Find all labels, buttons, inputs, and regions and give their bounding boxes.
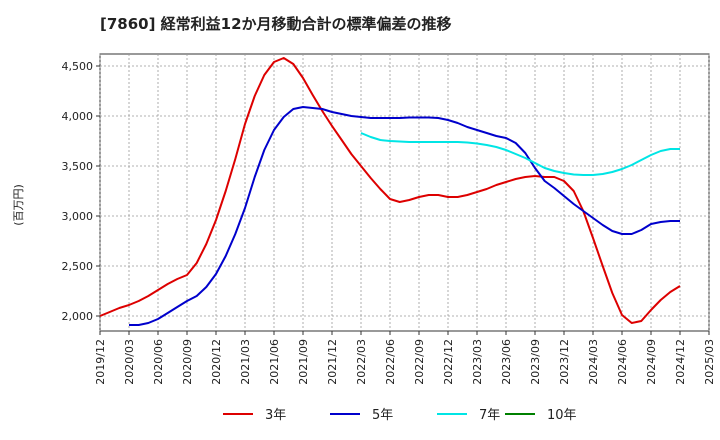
y-tick-label: 4,000 — [62, 110, 94, 123]
y-tick-label: 2,500 — [62, 260, 94, 273]
x-tick-label: 2022/12 — [442, 339, 455, 385]
y-tick-label: 4,500 — [62, 60, 94, 73]
x-tick-label: 2024/09 — [645, 339, 658, 385]
legend: 3年 5年 7年 10年 — [223, 408, 577, 423]
x-tick-label: 2023/06 — [500, 339, 513, 385]
x-tick-label: 2020/12 — [210, 339, 223, 385]
plot-area — [99, 53, 710, 332]
y-axis: 2,000 2,500 3,000 3,500 4,000 4,500 — [62, 60, 100, 323]
legend-label-2: 5年 — [372, 408, 393, 423]
y-tick-label: 3,000 — [62, 210, 94, 223]
x-tick-label: 2021/12 — [326, 339, 339, 385]
x-tick-label: 2024/12 — [674, 339, 687, 385]
x-tick-label: 2020/06 — [152, 339, 165, 385]
x-tick-label: 2021/03 — [239, 339, 252, 385]
x-tick-label: 2021/09 — [297, 339, 310, 385]
x-tick-label: 2024/03 — [587, 339, 600, 385]
x-tick-label: 2023/03 — [471, 339, 484, 385]
x-tick-label: 2020/03 — [123, 339, 136, 385]
x-tick-label: 2020/09 — [181, 339, 194, 385]
legend-label-3: 7年 — [479, 408, 500, 423]
y-axis-label: (百万円) — [12, 184, 25, 226]
x-tick-label: 2022/03 — [355, 339, 368, 385]
grid — [99, 54, 710, 331]
legend-label-1: 3年 — [265, 408, 286, 423]
x-tick-label: 2023/12 — [558, 339, 571, 385]
x-tick-label: 2023/09 — [529, 339, 542, 385]
x-tick-label: 2025/03 — [703, 339, 716, 385]
x-axis: 2019/12 2020/03 2020/06 2020/09 2020/12 2021/… — [94, 331, 716, 385]
x-tick-label: 2022/09 — [413, 339, 426, 385]
y-tick-label: 3,500 — [62, 160, 94, 173]
x-tick-label: 2021/06 — [268, 339, 281, 385]
series-line-3 — [360, 132, 680, 176]
series-line-2 — [129, 106, 680, 326]
chart-title: [7860] 経常利益12か月移動合計の標準偏差の推移 — [100, 15, 452, 33]
series-lines — [99, 57, 681, 326]
y-tick-label: 2,000 — [62, 310, 94, 323]
x-tick-label: 2022/06 — [384, 339, 397, 385]
x-tick-label: 2024/06 — [616, 339, 629, 385]
x-tick-label: 2019/12 — [94, 339, 107, 385]
legend-label-4: 10年 — [547, 408, 577, 423]
